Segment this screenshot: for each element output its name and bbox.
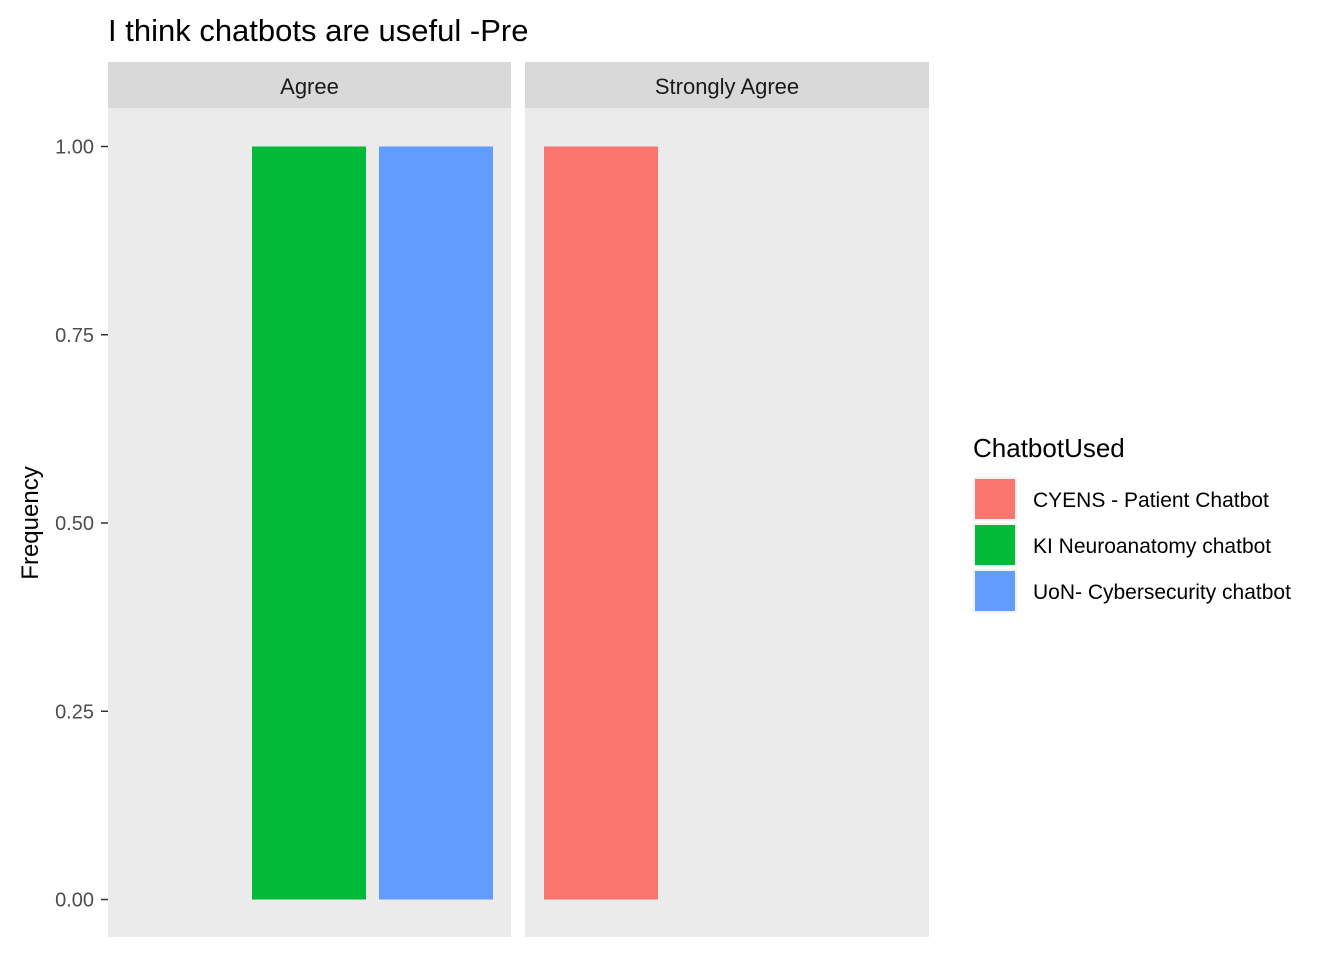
y-tick-label: 1.00	[55, 137, 94, 159]
legend-label: CYENS - Patient Chatbot	[1033, 489, 1269, 512]
bar	[379, 146, 493, 900]
legend-label: UoN- Cybersecurity chatbot	[1033, 581, 1291, 604]
legend-title: ChatbotUsed	[973, 433, 1125, 463]
facet-panels: Agree Strongly Agree	[108, 62, 929, 937]
legend-key	[975, 571, 1015, 611]
facet-strip-label: Strongly Agree	[655, 74, 799, 99]
y-tick-label: 0.75	[55, 325, 94, 347]
chart-title: I think chatbots are useful -Pre	[108, 13, 528, 48]
legend-key	[975, 525, 1015, 565]
legend-label: KI Neuroanatomy chatbot	[1033, 535, 1271, 558]
bar	[544, 146, 658, 900]
facet-panel: Agree	[108, 62, 511, 937]
y-tick-label: 0.25	[55, 701, 94, 723]
y-tick-label: 0.50	[55, 513, 94, 535]
facet-strip-label: Agree	[280, 74, 339, 99]
bar	[252, 146, 366, 900]
y-axis: 0.00 0.25 0.50 0.75 1.00	[55, 137, 108, 912]
legend-key	[975, 479, 1015, 519]
y-axis-title: Frequency	[17, 466, 44, 579]
facet-panel: Strongly Agree	[525, 62, 929, 937]
legend: ChatbotUsed CYENS - Patient Chatbot KI Ne…	[973, 433, 1291, 613]
facet-strip	[108, 62, 511, 108]
facet-strip	[525, 62, 929, 108]
y-tick-label: 0.00	[55, 890, 94, 912]
